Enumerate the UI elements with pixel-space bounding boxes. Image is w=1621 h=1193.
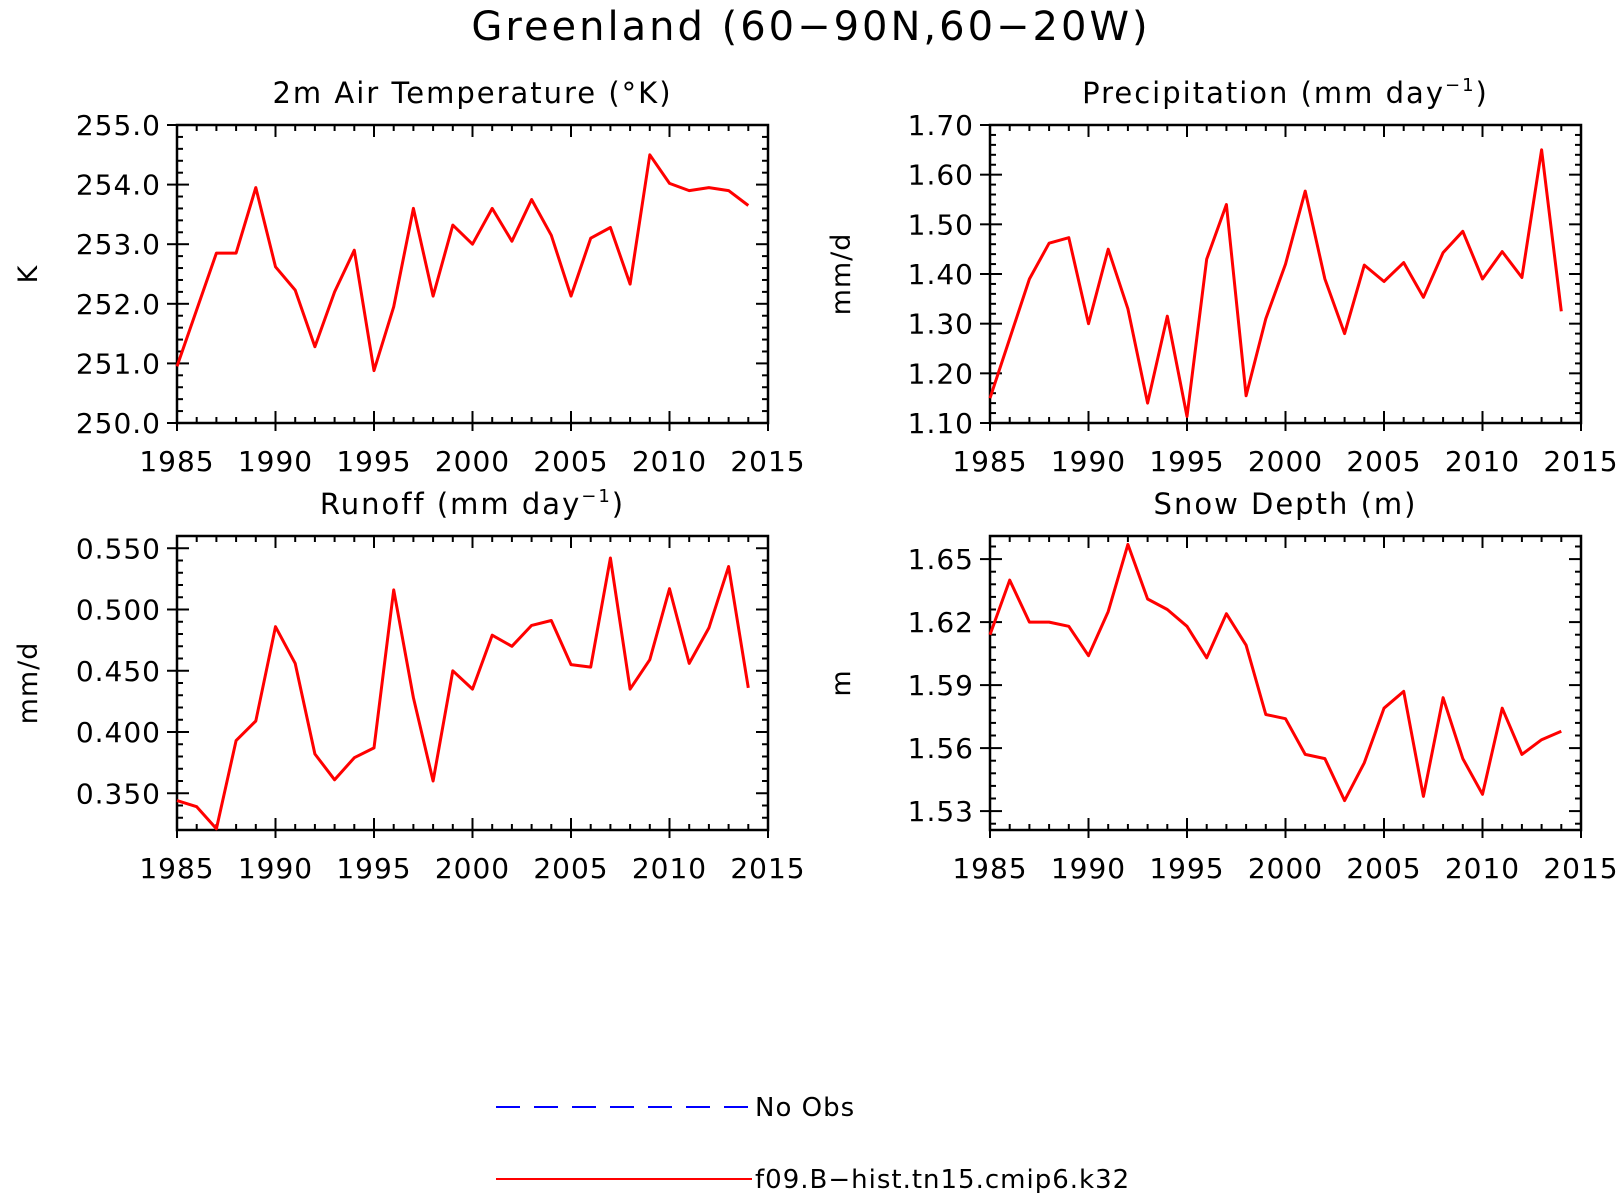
x-tick-label: 2000 xyxy=(1248,852,1323,885)
series-line-precipitation xyxy=(988,148,1563,418)
series-line-runoff xyxy=(176,556,750,831)
y-axis-label: mm/d xyxy=(13,642,44,725)
x-tick-label: 2010 xyxy=(1445,852,1520,885)
x-tick-label: 2010 xyxy=(632,445,707,478)
legend-label-model: f09.B−hist.tn15.cmip6.k32 xyxy=(755,1165,1130,1193)
panel-title: Runoff (mm day−1) xyxy=(320,486,625,521)
series-line-snow-depth xyxy=(988,542,1562,803)
panel-runoff: Runoff (mm day−1) mm/d 1985 1990 1995 2000 200… xyxy=(13,486,805,885)
panel-title: 2m Air Temperature (°K) xyxy=(272,76,672,110)
x-tick-label: 1985 xyxy=(139,852,214,885)
x-tick-label: 2015 xyxy=(730,852,805,885)
x-tick-label: 1995 xyxy=(1149,445,1224,478)
y-axis-label: m xyxy=(826,669,857,696)
plot-frame xyxy=(175,123,770,425)
y-tick-label: 253.0 xyxy=(76,228,161,261)
y-tick-label: 0.550 xyxy=(76,532,161,565)
x-tick-label: 2005 xyxy=(1346,445,1421,478)
y-tick-label: 1.53 xyxy=(908,795,974,828)
y-tick-label: 1.50 xyxy=(908,208,974,241)
y-tick-label: 1.30 xyxy=(908,308,974,341)
y-tick-label: 1.70 xyxy=(908,109,974,142)
figure-title: Greenland (60−90N,60−20W) xyxy=(471,4,1150,50)
y-tick-label: 250.0 xyxy=(76,407,161,440)
x-tick-label: 1990 xyxy=(1051,852,1126,885)
y-tick-label: 0.500 xyxy=(76,594,161,627)
x-tick-label: 2000 xyxy=(435,852,510,885)
x-tick-label: 1995 xyxy=(336,445,411,478)
legend-label-no-obs: No Obs xyxy=(755,1093,855,1123)
y-tick-label: 254.0 xyxy=(76,169,161,202)
x-tick-label: 1990 xyxy=(1051,445,1126,478)
y-tick-label: 0.450 xyxy=(76,655,161,688)
x-tick-label: 1985 xyxy=(952,852,1027,885)
series-line-temperature xyxy=(175,153,750,373)
y-tick-label: 1.40 xyxy=(908,258,974,291)
x-tick-label: 1990 xyxy=(238,445,313,478)
x-tick-label: 2005 xyxy=(533,445,608,478)
y-axis-label: K xyxy=(13,264,44,283)
x-tick-label: 2000 xyxy=(435,445,510,478)
x-tick-label: 2000 xyxy=(1248,445,1323,478)
y-tick-label: 1.62 xyxy=(908,606,974,639)
plot-frame xyxy=(175,534,770,832)
legend: No Obs f09.B−hist.tn15.cmip6.k32 xyxy=(496,1093,1130,1193)
x-tick-label: 2005 xyxy=(1346,852,1421,885)
panel-precipitation: Precipitation (mm day−1) mm/d 1985 1990 1995… xyxy=(826,75,1618,478)
y-tick-label: 252.0 xyxy=(76,288,161,321)
x-tick-label: 1995 xyxy=(1149,852,1224,885)
y-tick-label: 251.0 xyxy=(76,347,161,380)
y-tick-label: 0.350 xyxy=(76,777,161,810)
x-tick-label: 2015 xyxy=(1543,445,1618,478)
y-tick-label: 1.10 xyxy=(908,407,974,440)
y-tick-label: 1.56 xyxy=(908,732,974,765)
panel-title: Snow Depth (m) xyxy=(1154,487,1418,521)
x-tick-label: 2015 xyxy=(730,445,805,478)
x-tick-label: 2005 xyxy=(533,852,608,885)
y-tick-label: 1.60 xyxy=(908,159,974,192)
x-tick-label: 1985 xyxy=(952,445,1027,478)
y-tick-label: 1.59 xyxy=(908,669,974,702)
panel-snow-depth: Snow Depth (m) m 1985 1990 1995 2000 2005 2010 2… xyxy=(826,487,1618,885)
y-tick-label: 0.400 xyxy=(76,716,161,749)
y-tick-label: 1.20 xyxy=(908,357,974,390)
y-tick-label: 1.65 xyxy=(908,543,974,576)
plot-frame xyxy=(988,534,1583,832)
x-tick-label: 1990 xyxy=(238,852,313,885)
panel-title: Precipitation (mm day−1) xyxy=(1082,75,1489,110)
y-tick-label: 255.0 xyxy=(76,109,161,142)
x-tick-label: 2010 xyxy=(632,852,707,885)
y-axis-label: mm/d xyxy=(826,233,857,316)
panel-temperature: 2m Air Temperature (°K) K 1985 1990 1995 2000… xyxy=(13,76,805,478)
x-tick-label: 2010 xyxy=(1445,445,1520,478)
x-tick-label: 1985 xyxy=(139,445,214,478)
x-tick-label: 2015 xyxy=(1543,852,1618,885)
x-tick-label: 1995 xyxy=(336,852,411,885)
